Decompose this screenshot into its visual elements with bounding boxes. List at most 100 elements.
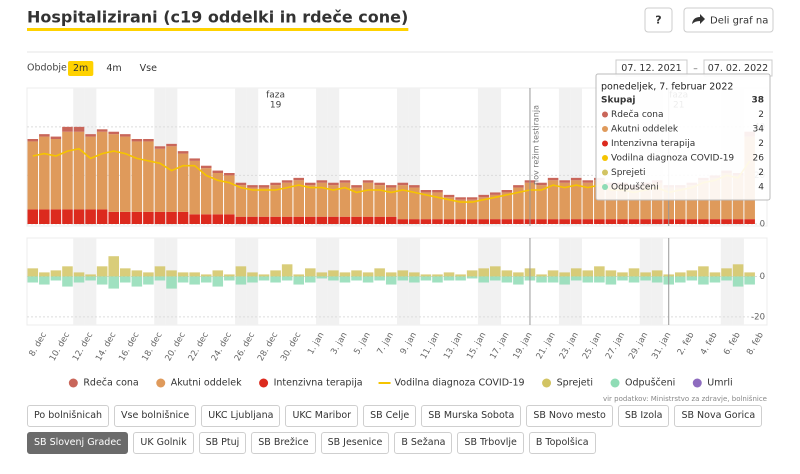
bar-segment xyxy=(547,180,559,220)
bar xyxy=(385,272,397,277)
bar-segment xyxy=(478,197,489,220)
weekend-band xyxy=(558,88,571,226)
weekend-band xyxy=(235,88,247,226)
tooltip-marker xyxy=(602,140,608,147)
tooltip-box xyxy=(595,73,771,201)
tooltip-label: Intenzivna terapija xyxy=(611,139,695,149)
legend-label[interactable]: Rdeča cona xyxy=(83,378,138,389)
bar xyxy=(640,272,651,277)
bar xyxy=(96,276,108,285)
date-to[interactable]: 07. 02. 2022 xyxy=(708,63,768,74)
legend-label[interactable]: Umrli xyxy=(707,378,732,389)
period-button-label[interactable]: 4m xyxy=(106,63,121,74)
bar-segment xyxy=(212,173,224,215)
hospital-button[interactable]: B Sežana xyxy=(394,432,453,454)
hospital-button[interactable]: SB Izola xyxy=(617,405,670,427)
bar-segment xyxy=(27,139,39,142)
bar-segment xyxy=(305,182,316,186)
legend-marker[interactable] xyxy=(542,378,552,388)
bar-segment xyxy=(466,197,478,200)
title-underline xyxy=(27,28,409,31)
bar xyxy=(721,276,732,281)
legend-label[interactable]: Vodilna diagnoza COVID-19 xyxy=(395,378,525,389)
share-label[interactable]: Deli graf na xyxy=(710,16,768,27)
hospital-button[interactable]: SB Trbovlje xyxy=(457,432,524,454)
bar xyxy=(432,276,443,283)
bar-segment xyxy=(559,219,570,224)
bar xyxy=(96,266,108,277)
bar-segment xyxy=(270,185,281,217)
bar-segment xyxy=(339,182,351,217)
bar-segment xyxy=(513,185,524,188)
bar xyxy=(62,266,73,277)
hospital-button[interactable]: SB Slovenj Gradec xyxy=(27,432,129,454)
bar-segment xyxy=(339,216,351,224)
bar-segment xyxy=(305,216,316,224)
hospital-button[interactable]: SB Ptuj xyxy=(198,432,247,454)
bar xyxy=(154,266,166,277)
bar xyxy=(85,274,96,277)
bar-segment xyxy=(108,134,119,212)
hospital-button[interactable]: Po bolnišnicah xyxy=(27,405,110,427)
hospital-button[interactable]: SB Celje xyxy=(363,405,417,427)
period-button-label[interactable]: 2m xyxy=(73,63,88,74)
x-tick-label: 4. feb xyxy=(699,331,720,357)
share-button[interactable] xyxy=(683,7,774,33)
title: Hospitalizirani (c19 oddelki in rdeče co… xyxy=(27,8,408,27)
help-label[interactable]: ? xyxy=(655,14,661,27)
legend-marker[interactable] xyxy=(68,378,78,388)
legend-marker[interactable] xyxy=(259,378,269,388)
legend-marker[interactable] xyxy=(610,378,620,388)
legend-label[interactable]: Odpuščeni xyxy=(625,378,675,389)
legend-label[interactable]: Intenzivna terapija xyxy=(274,378,363,389)
legend-marker[interactable] xyxy=(692,378,702,388)
bar-segment xyxy=(362,180,374,183)
hospital-button[interactable]: SB Brežice xyxy=(251,432,316,454)
x-tick-label: 20. dec xyxy=(163,330,188,363)
period-button[interactable] xyxy=(68,61,94,76)
bar xyxy=(466,270,478,277)
tooltip-marker xyxy=(602,111,608,118)
bar xyxy=(85,276,96,281)
hospital-button[interactable]: SB Nova Gorica xyxy=(674,405,763,427)
bar-segment xyxy=(443,197,455,220)
bar-segment xyxy=(432,192,443,220)
hospital-button[interactable]: SB Murska Sobota xyxy=(421,405,522,427)
tooltip-value: 38 xyxy=(751,96,764,106)
bar-segment xyxy=(351,187,362,217)
legend-label[interactable]: Sprejeti xyxy=(557,378,593,389)
bar-segment xyxy=(351,216,362,224)
legend-marker[interactable] xyxy=(156,378,166,388)
tooltip-title: ponedeljek, 7. februar 2022 xyxy=(601,82,733,93)
hospital-button[interactable]: SB Jesenice xyxy=(320,432,390,454)
bar xyxy=(50,270,62,277)
tooltip-label: Akutni oddelek xyxy=(611,125,679,135)
hospital-button[interactable]: UKC Maribor xyxy=(285,405,359,427)
tooltip-marker xyxy=(602,126,608,132)
bar xyxy=(547,270,559,277)
hospital-button[interactable]: SB Novo mesto xyxy=(526,405,613,427)
bar xyxy=(675,272,686,277)
bar-segment xyxy=(293,216,304,224)
help-button[interactable] xyxy=(644,7,673,33)
bar xyxy=(258,276,270,281)
period-button-label[interactable]: Vse xyxy=(140,63,157,74)
bar-segment xyxy=(224,175,235,215)
hospital-button[interactable]: UK Golnik xyxy=(133,432,194,454)
hospital-button[interactable]: Vse bolnišnice xyxy=(114,405,197,427)
legend-label[interactable]: Akutni oddelek xyxy=(171,378,242,389)
date-from[interactable]: 07. 12. 2021 xyxy=(621,63,681,74)
bar-segment xyxy=(154,148,166,212)
bar-segment xyxy=(628,219,640,224)
bar-segment xyxy=(39,209,50,224)
bar-segment xyxy=(409,219,420,224)
bar-segment xyxy=(432,219,443,224)
bar xyxy=(200,276,212,283)
bar-segment xyxy=(27,141,39,210)
hospital-buttons: Po bolnišnicah Vse bolnišnice UKC Ljubljan… xyxy=(27,405,772,454)
tooltip-label: Skupaj xyxy=(601,96,635,106)
hospital-button[interactable]: UKC Ljubljana xyxy=(201,405,281,427)
bar-segment xyxy=(490,219,501,224)
bar-segment xyxy=(50,136,62,139)
hospital-button[interactable]: B Topolšica xyxy=(528,432,596,454)
